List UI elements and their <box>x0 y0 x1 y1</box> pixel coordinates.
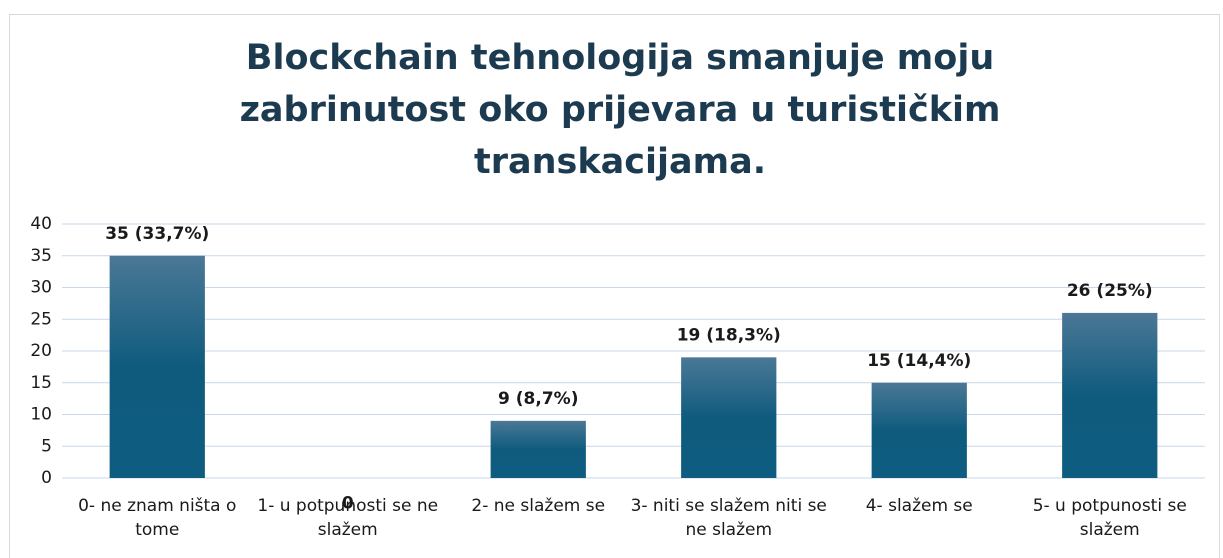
value-label: 0 <box>342 493 354 513</box>
value-label: 19 (18,3%) <box>677 325 781 345</box>
chart-title: Blockchain tehnologija smanjuje moju zab… <box>239 38 1001 182</box>
value-label: 9 (8,7%) <box>498 389 578 409</box>
x-tick-label: 2- ne slažem se <box>471 496 606 516</box>
value-label: 35 (33,7%) <box>105 224 209 244</box>
bar <box>490 420 586 478</box>
x-tick-label: 3- niti se slažem niti se ne slažem <box>630 496 827 540</box>
y-tick-label: 15 <box>30 373 52 393</box>
y-tick-label: 10 <box>30 405 52 425</box>
bar <box>871 382 967 478</box>
x-tick-label: 5- u potpunosti se slažem <box>1032 496 1187 540</box>
bar <box>1062 312 1158 478</box>
y-tick-label: 20 <box>30 341 52 361</box>
y-tick-label: 5 <box>41 436 52 456</box>
x-tick-label: 0- ne znam ništa o tome <box>78 496 237 540</box>
bar <box>681 357 777 478</box>
value-label: 15 (14,4%) <box>867 351 971 371</box>
y-tick-label: 35 <box>30 246 52 266</box>
y-tick-label: 30 <box>30 278 52 298</box>
x-tick-label: 4- slažem se <box>865 496 973 516</box>
chart-border <box>9 14 1220 558</box>
y-tick-label: 25 <box>30 309 52 329</box>
y-tick-label: 40 <box>30 214 52 234</box>
value-label: 26 (25%) <box>1067 281 1153 301</box>
x-tick-label: 1- u potpunosti se ne slažem <box>257 496 439 540</box>
bar <box>109 255 205 478</box>
y-tick-label: 0 <box>41 468 52 488</box>
